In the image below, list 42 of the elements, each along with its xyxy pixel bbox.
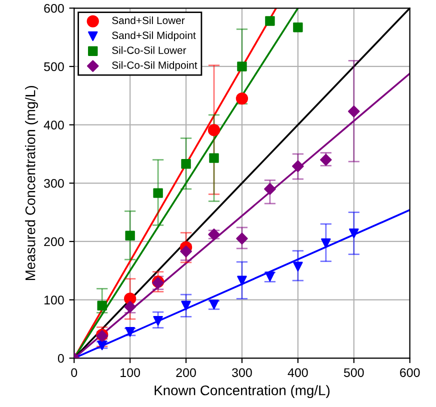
- x-tick-label: 500: [344, 368, 364, 378]
- point: [265, 16, 275, 26]
- y-tick-label: 200: [44, 237, 64, 246]
- point: [293, 262, 303, 272]
- point: [349, 228, 359, 238]
- point: [264, 183, 276, 195]
- point: [236, 92, 248, 105]
- point: [293, 22, 303, 32]
- point: [124, 292, 136, 305]
- legend-label: Sil-Co-Sil Midpoint: [112, 61, 198, 71]
- legend-label: Sand+Sil Midpoint: [112, 31, 196, 42]
- point: [292, 160, 304, 172]
- point: [97, 300, 107, 311]
- x-tick-label: 0: [71, 368, 78, 378]
- x-tick-label: 400: [288, 368, 308, 378]
- y-tick-label: 400: [44, 120, 64, 130]
- y-tick-label: 600: [44, 4, 64, 13]
- point: [208, 124, 220, 136]
- x-tick-label: 300: [232, 368, 252, 378]
- point: [153, 188, 163, 198]
- point: [153, 316, 163, 326]
- point: [181, 159, 191, 169]
- y-tick-label: 500: [44, 62, 64, 72]
- point: [237, 276, 247, 286]
- y-tick-label: 300: [44, 178, 64, 188]
- legend-label: Sand+Sil Lower: [112, 16, 185, 24]
- x-tick-label: 100: [120, 368, 140, 378]
- point: [236, 232, 248, 244]
- point: [237, 62, 247, 72]
- point: [348, 106, 360, 118]
- point: [181, 300, 191, 311]
- point: [125, 230, 135, 241]
- point: [321, 238, 331, 248]
- x-tick-label: 600: [400, 368, 420, 378]
- point: [209, 153, 219, 163]
- x-axis-title: Known Concentration (mg/L): [154, 385, 330, 398]
- point: [180, 246, 192, 258]
- y-tick-label: 0: [58, 354, 64, 363]
- x-tick-label: 200: [176, 368, 196, 378]
- legend-label: Sil-Co-Sil Lower: [112, 46, 186, 54]
- y-tick-label: 100: [44, 296, 64, 304]
- y-axis-title: Measured Concentration (mg/L): [25, 86, 38, 280]
